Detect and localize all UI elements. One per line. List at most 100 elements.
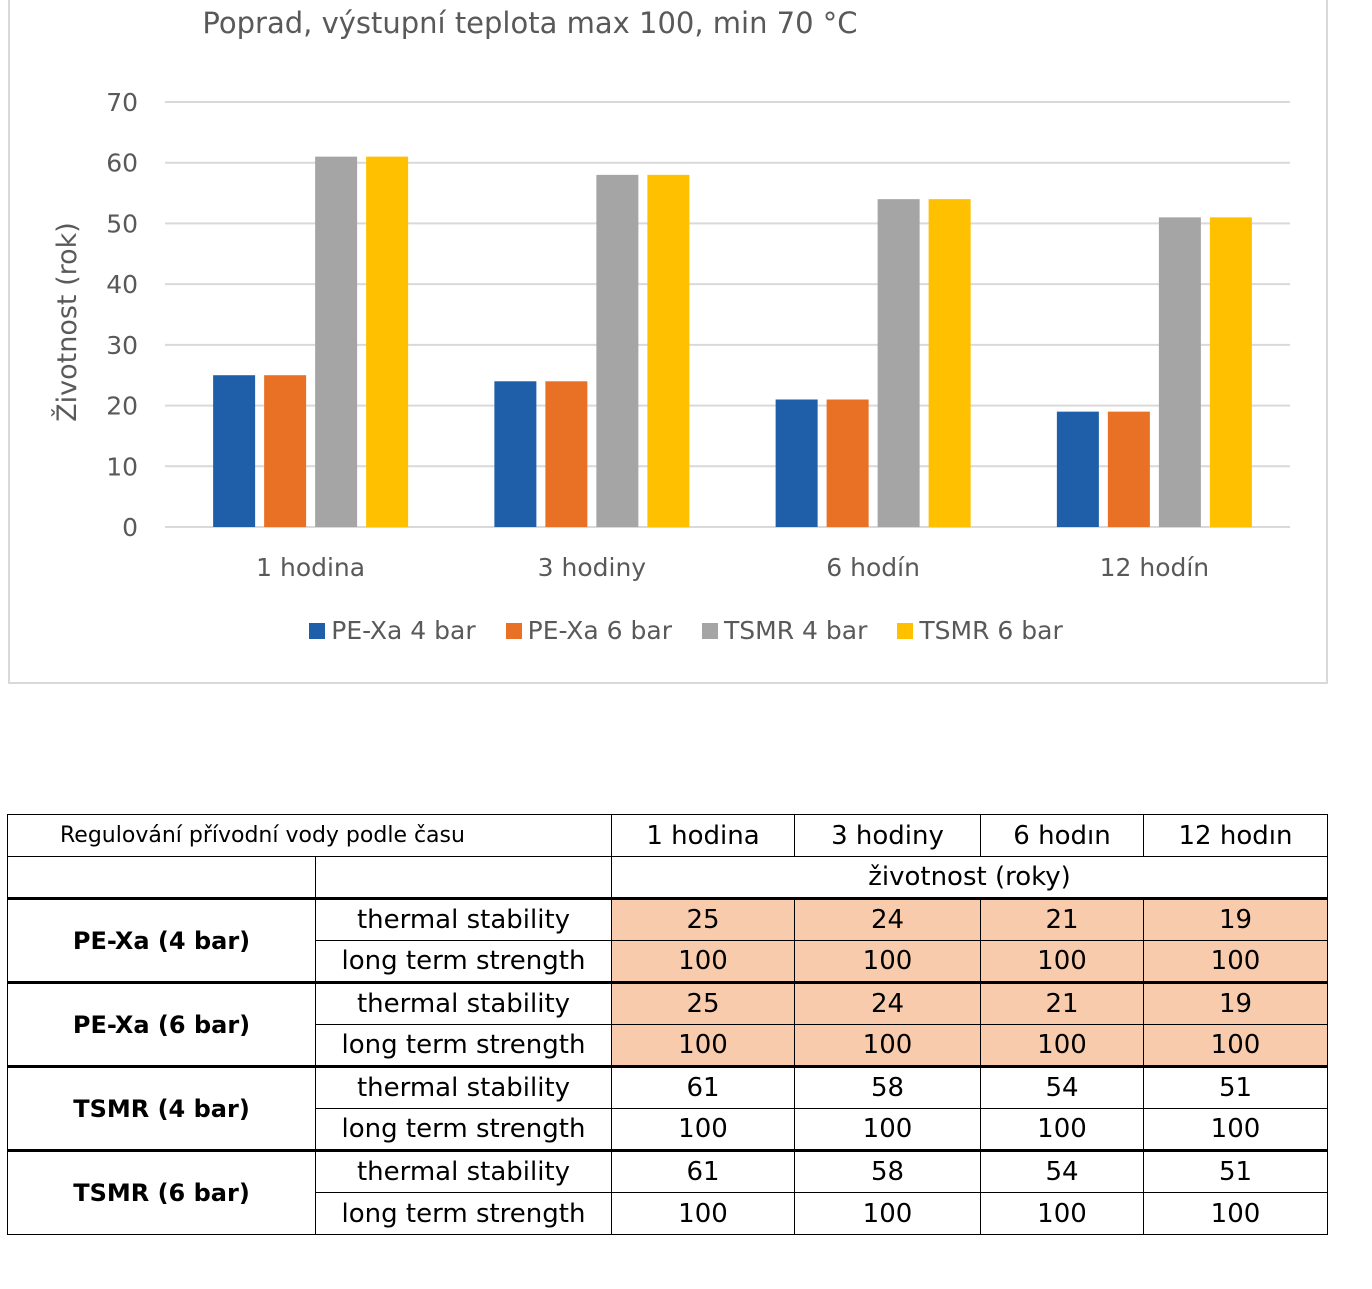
value-cell: 100	[980, 1108, 1144, 1151]
metric-label: thermal stability	[315, 1065, 612, 1109]
legend-swatch	[702, 622, 719, 639]
value-cell: 100	[1143, 1024, 1328, 1067]
value-cell: 24	[794, 897, 981, 941]
value-cell: 25	[611, 981, 795, 1025]
value-cell: 100	[1143, 1192, 1328, 1235]
legend-item: TSMR 6 bar	[897, 616, 1063, 645]
table-row: long term strength 100 100 100 100	[8, 1192, 1328, 1235]
value-cell: 100	[980, 940, 1144, 983]
table-row: PE-Xa (6 bar) thermal stability 25 24 21 19	[7, 981, 1328, 1067]
metric-label: thermal stability	[315, 1149, 612, 1193]
bar-tsmr-6-bar-2	[928, 199, 971, 527]
value-cell: 19	[1143, 981, 1328, 1025]
value-cell: 19	[1143, 897, 1328, 941]
value-cell: 100	[980, 1024, 1144, 1067]
table-row: TSMR (4 bar) thermal stability 61 58 54 51	[7, 1065, 1328, 1151]
empty-cell	[315, 856, 612, 899]
legend-label: PE-Xa 4 bar	[331, 616, 476, 645]
bar-tsmr-4-bar-0	[315, 156, 358, 527]
y-axis-label: Životnost (rok)	[51, 222, 83, 422]
chart-legend: PE-Xa 4 bar PE-Xa 6 bar TSMR 4 bar TSMR 6 b…	[0, 616, 1372, 645]
legend-label: TSMR 6 bar	[919, 616, 1063, 645]
table-header-row: Regulování přívodní vody podle času 1 hod…	[7, 814, 1328, 857]
bar-pe-xa-6-bar-0	[264, 375, 307, 527]
table-row: long term strength 100 100 100 100	[8, 1108, 1328, 1151]
y-tick-label: 10	[106, 452, 138, 481]
legend-item: PE-Xa 4 bar	[309, 616, 476, 645]
y-tick-label: 50	[106, 209, 138, 238]
table-row: PE-Xa (4 bar) thermal stability 25 24 21 19	[7, 897, 1328, 983]
value-cell: 54	[980, 1149, 1144, 1193]
bar-pe-xa-4-bar-3	[1056, 411, 1099, 527]
chart-title: Poprad, výstupní teplota max 100, min 70…	[202, 6, 857, 40]
table-row: long term strength 100 100 100 100	[8, 1024, 1328, 1067]
value-cell: 51	[1143, 1149, 1328, 1193]
group-label: TSMR (6 bar)	[7, 1149, 316, 1235]
column-header: 1 hodina	[611, 814, 795, 857]
bar-pe-xa-6-bar-2	[826, 399, 869, 527]
column-header: 6 hodın	[980, 814, 1144, 857]
bar-pe-xa-4-bar-1	[494, 381, 537, 527]
value-cell: 100	[794, 1108, 981, 1151]
value-cell: 100	[794, 1192, 981, 1235]
bar-tsmr-6-bar-0	[366, 156, 409, 527]
value-cell: 51	[1143, 1065, 1328, 1109]
x-tick-label: 3 hodiny	[538, 553, 647, 582]
y-tick-label: 70	[106, 88, 138, 117]
value-cell: 100	[1143, 1108, 1328, 1151]
bar-tsmr-4-bar-2	[877, 199, 920, 527]
legend-item: TSMR 4 bar	[702, 616, 867, 645]
bar-pe-xa-4-bar-0	[213, 375, 256, 527]
value-cell: 100	[611, 1024, 795, 1067]
value-cell: 100	[794, 940, 981, 983]
value-cell: 100	[611, 940, 795, 983]
legend-item: PE-Xa 6 bar	[505, 616, 673, 645]
value-cell: 61	[611, 1065, 795, 1109]
bar-tsmr-6-bar-1	[647, 174, 690, 527]
value-cell: 100	[611, 1192, 795, 1235]
x-tick-label: 12 hodín	[1100, 553, 1210, 582]
column-header: 12 hodın	[1143, 814, 1328, 857]
value-cell: 100	[611, 1108, 795, 1151]
metric-label: long term strength	[315, 940, 612, 983]
value-cell: 61	[611, 1149, 795, 1193]
y-tick-labels: 0 10 20 30 40 50 60 70	[106, 88, 138, 542]
table-row: TSMR (6 bar) thermal stability 61 58 54 51	[7, 1149, 1328, 1235]
y-tick-label: 30	[106, 331, 138, 360]
bar-tsmr-4-bar-3	[1158, 217, 1201, 527]
legend-label: PE-Xa 6 bar	[527, 616, 673, 645]
table-row: long term strength 100 100 100 100	[8, 940, 1328, 983]
y-tick-label: 60	[106, 149, 138, 178]
value-cell: 21	[980, 897, 1144, 941]
column-header: 3 hodiny	[794, 814, 981, 857]
value-cell: 54	[980, 1065, 1144, 1109]
metric-label: thermal stability	[315, 981, 612, 1025]
value-cell: 100	[980, 1192, 1144, 1235]
bar-chart: Poprad, výstupní teplota max 100, min 70…	[51, 6, 1290, 582]
value-cell: 100	[794, 1024, 981, 1067]
table-subheader-row: životnost (roky)	[7, 856, 1328, 899]
value-cell: 21	[980, 981, 1144, 1025]
metric-label: long term strength	[315, 1024, 612, 1067]
bar-tsmr-6-bar-3	[1209, 217, 1252, 527]
group-label: TSMR (4 bar)	[7, 1065, 316, 1151]
x-tick-label: 6 hodín	[826, 553, 920, 582]
metric-label: thermal stability	[315, 897, 612, 941]
y-tick-label: 0	[122, 513, 138, 542]
value-cell: 24	[794, 981, 981, 1025]
bar-pe-xa-6-bar-3	[1107, 411, 1150, 527]
value-cell: 58	[794, 1149, 981, 1193]
metric-label: long term strength	[315, 1108, 612, 1151]
legend-swatch	[505, 622, 522, 639]
legend-swatch	[309, 622, 326, 639]
value-cell: 25	[611, 897, 795, 941]
bars	[213, 156, 1252, 527]
metric-label: long term strength	[315, 1192, 612, 1235]
value-cell: 100	[1143, 940, 1328, 983]
group-label: PE-Xa (4 bar)	[7, 897, 316, 983]
x-tick-label: 1 hodina	[256, 553, 365, 582]
bar-pe-xa-6-bar-1	[545, 381, 588, 527]
y-tick-label: 40	[106, 270, 138, 299]
table-title: Regulování přívodní vody podle času	[7, 814, 612, 857]
legend-label: TSMR 4 bar	[724, 616, 868, 645]
